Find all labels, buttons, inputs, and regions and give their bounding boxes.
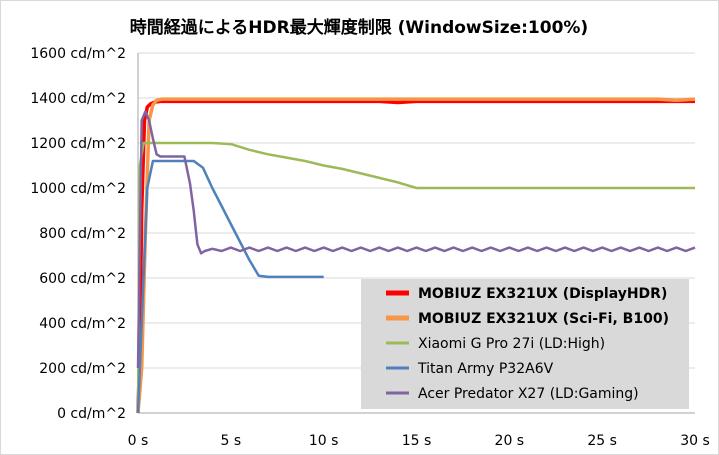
legend-label-4: Acer Predator X27 (LD:Gaming) [418,386,639,402]
y-tick-label: 400 cd/m^2 [39,316,126,332]
x-tick-labels: 0 s 5 s 10 s 15 s 20 s 25 s 30 s [128,433,710,449]
legend-label-3: Titan Army P32A6V [417,361,554,377]
chart-title: 時間経過によるHDR最大輝度制限 (WindowSize:100%) [130,17,588,38]
y-tick-label: 200 cd/m^2 [39,361,126,377]
series-line-2 [136,141,695,414]
series-line-3 [136,159,324,414]
x-tick-label: 5 s [221,433,242,449]
series-lines [136,97,696,414]
x-tick-label: 25 s [587,433,617,449]
legend-label-2: Xiaomi G Pro 27i (LD:High) [418,336,605,352]
legend-label-0: MOBIUZ EX321UX (DisplayHDR) [418,286,667,302]
legend-box [361,279,689,409]
y-tick-label: 1600 cd/m^2 [30,46,126,62]
series-line-1 [136,97,696,414]
x-tick-label: 0 s [128,433,149,449]
y-tick-label: 1400 cd/m^2 [30,91,126,107]
y-tick-label: 800 cd/m^2 [39,226,126,242]
x-tick-label: 30 s [680,433,710,449]
x-tick-label: 20 s [495,433,525,449]
legend: MOBIUZ EX321UX (DisplayHDR) MOBIUZ EX321U… [361,279,689,409]
y-tick-labels: 0 cd/m^2 200 cd/m^2 400 cd/m^2 600 cd/m^2 80… [30,46,126,422]
y-tick-label: 600 cd/m^2 [39,271,126,287]
legend-label-1: MOBIUZ EX321UX (Sci-Fi, B100) [418,311,669,327]
series-line-4 [136,110,696,369]
y-tick-label: 1000 cd/m^2 [30,181,126,197]
y-tick-label: 1200 cd/m^2 [30,136,126,152]
x-tick-label: 10 s [309,433,339,449]
y-tick-label: 0 cd/m^2 [57,406,126,422]
x-tick-label: 15 s [402,433,432,449]
